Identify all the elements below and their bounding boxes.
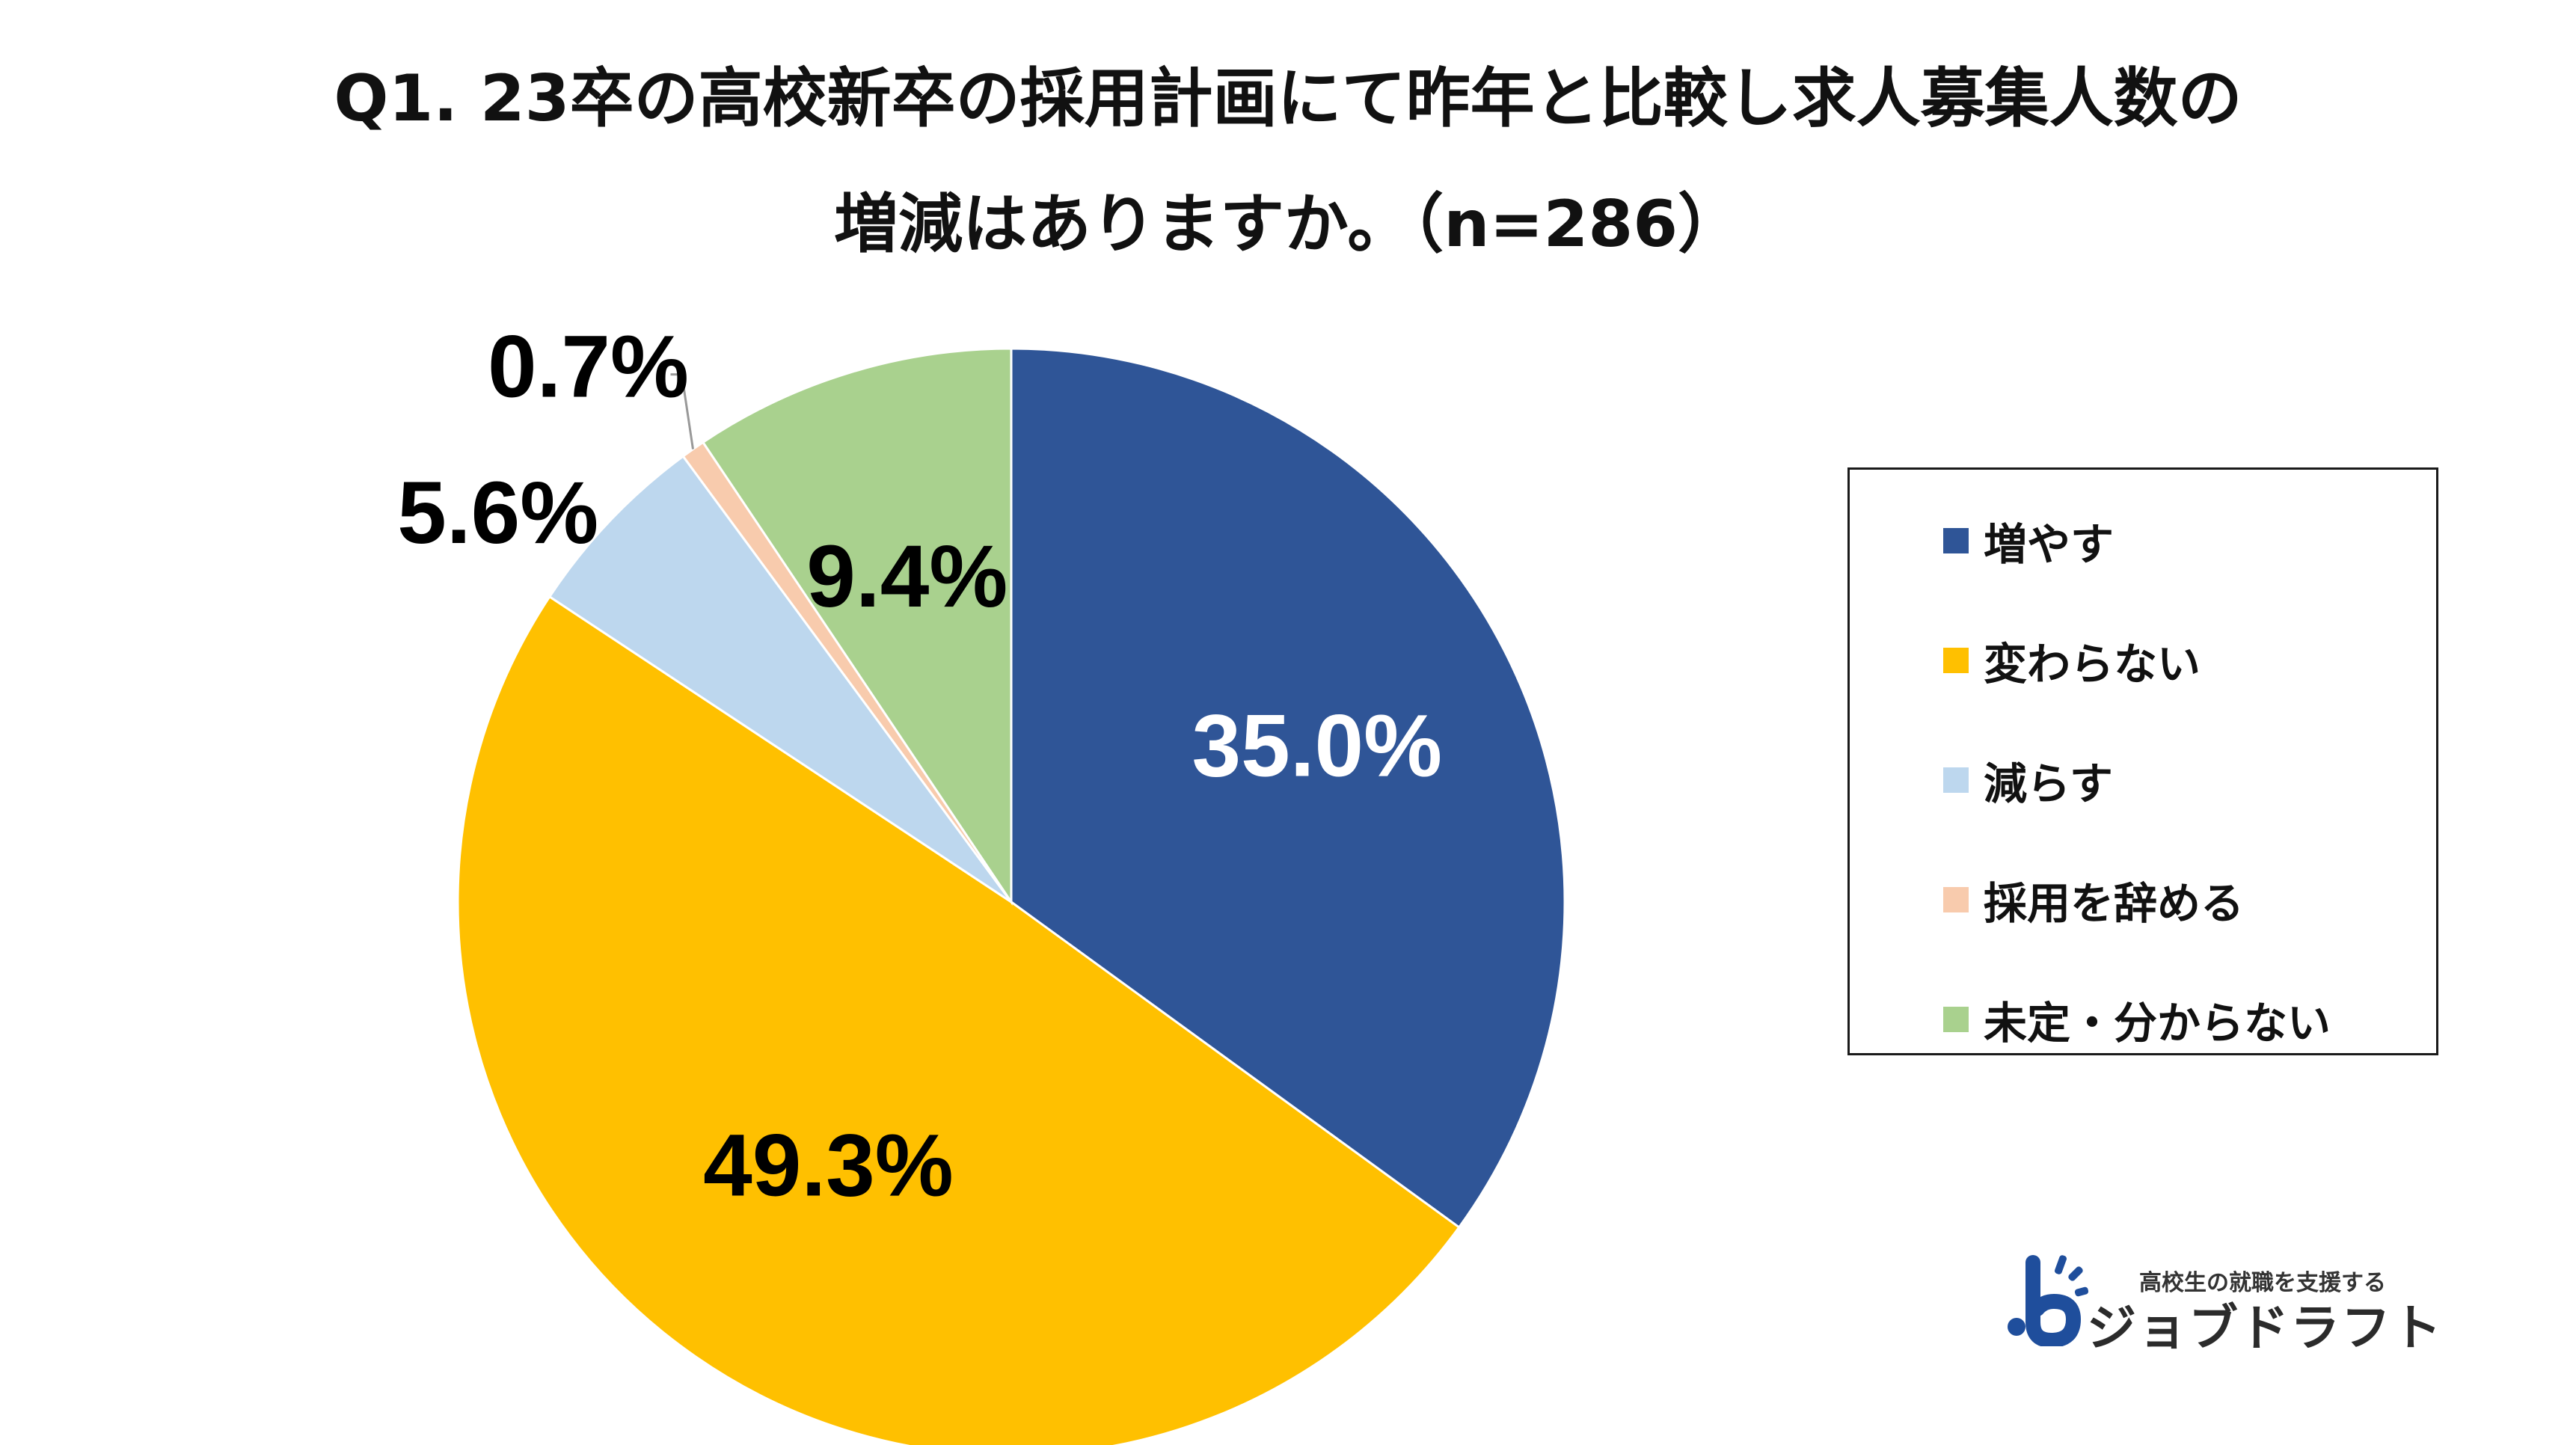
data-label-1: 49.3% [703, 1117, 954, 1215]
legend-label-2: 減らす [1984, 758, 2113, 809]
pie-slice-0 [1010, 347, 1566, 1230]
leader-line-3 [670, 373, 694, 450]
logo-mark-icon [2008, 1255, 2089, 1346]
legend-swatch-4 [1943, 1007, 1969, 1032]
data-label-2: 5.6% [397, 464, 598, 562]
legend-item-4: 未定・分からない [1943, 990, 2331, 1049]
logo-tagline: 高校生の就職を支援する [2139, 1270, 2386, 1296]
data-label-0: 35.0% [1192, 697, 1442, 796]
legend-label-3: 採用を辞める [1984, 878, 2245, 929]
legend-item-1: 変わらない [1943, 631, 2201, 690]
pie-slice-1 [456, 595, 1461, 1445]
pie-slice-4 [701, 347, 1013, 906]
legend-item-0: 増やす [1943, 511, 2114, 571]
legend: 増やす変わらない減らす採用を辞める未定・分からない [1847, 467, 2438, 1055]
logo: 高校生の就職を支援する ジョブドラフト [2005, 1242, 2441, 1361]
legend-label-1: 変わらない [1984, 639, 2201, 690]
chart-title-line-2: 増減はありますか。（n=286） [833, 187, 1743, 262]
legend-swatch-1 [1943, 648, 1969, 673]
chart-title-line-1: Q1. 23卒の高校新卒の採用計画にて昨年と比較し求人募集人数の [334, 61, 2242, 136]
data-label-3: 0.7% [488, 318, 689, 417]
pie-slices [456, 347, 1566, 1445]
legend-swatch-0 [1943, 528, 1969, 553]
legend-label-0: 増やす [1984, 519, 2115, 570]
pie-slice-2 [548, 454, 1013, 903]
chart-title: Q1. 23卒の高校新卒の採用計画にて昨年と比較し求人募集人数の 増減はあります… [0, 36, 2576, 287]
legend-item-3: 採用を辞める [1943, 870, 2244, 930]
logo-wordmark: ジョブドラフト [2087, 1299, 2443, 1357]
legend-item-2: 減らす [1943, 750, 2113, 810]
pie-data-labels: 35.0% 49.3% 5.6% 0.7% 9.4% [397, 318, 1442, 1215]
legend-swatch-2 [1943, 767, 1969, 793]
legend-label-4: 未定・分からない [1984, 998, 2331, 1049]
pie-leader-lines [670, 373, 694, 450]
legend-swatch-3 [1943, 887, 1969, 912]
data-label-4: 9.4% [806, 527, 1008, 626]
